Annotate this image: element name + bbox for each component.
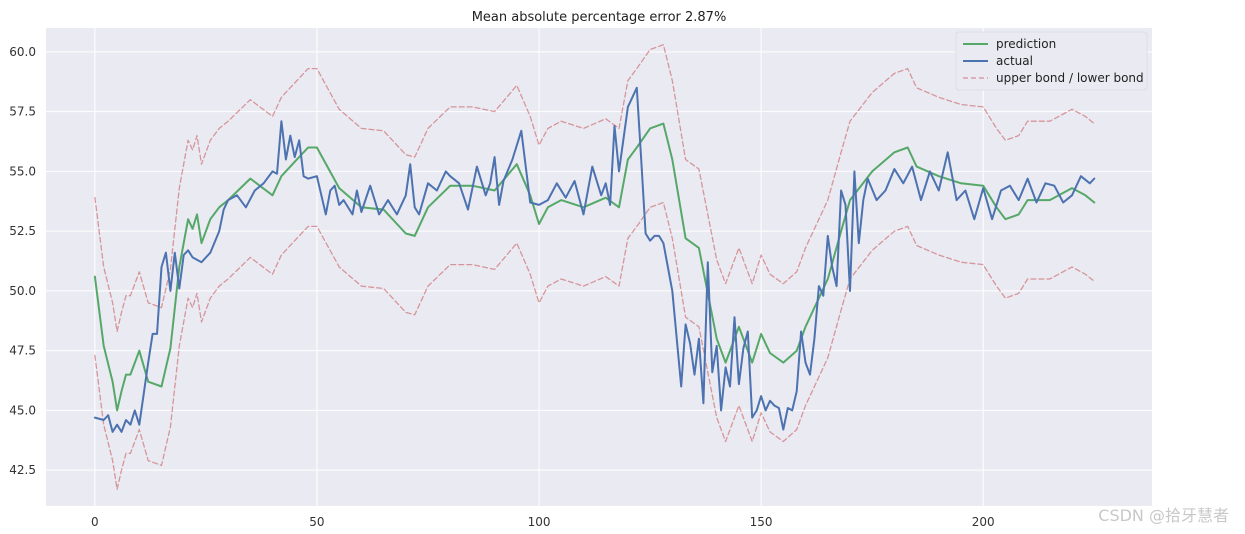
- y-tick-label-52.5: 52.5: [9, 224, 36, 238]
- x-tick-label-0: 0: [91, 515, 99, 529]
- legend-label-prediction: prediction: [996, 37, 1056, 51]
- y-tick-label-42.5: 42.5: [9, 463, 36, 477]
- x-tick-label-50: 50: [309, 515, 324, 529]
- y-tick-label-45: 45.0: [9, 403, 36, 417]
- series-line-3: [94, 201, 1095, 490]
- watermark: CSDN @拾牙慧者: [1098, 506, 1229, 525]
- legend-label-bounds: upper bond / lower bond: [996, 71, 1144, 85]
- y-tick-label-55: 55.0: [9, 164, 36, 178]
- legend-box: [955, 31, 1148, 91]
- legend-label-actual: actual: [996, 54, 1033, 68]
- series-line-0: [93, 122, 1096, 412]
- y-tick-label-50: 50.0: [9, 284, 36, 298]
- x-tick-label-200: 200: [972, 515, 995, 529]
- series-line-1: [93, 86, 1096, 433]
- y-tick-label-60: 60.0: [9, 45, 36, 59]
- series-line-2: [94, 44, 1095, 333]
- x-axis: 0 50 100 150 200: [91, 515, 995, 529]
- y-tick-label-47.5: 47.5: [9, 344, 36, 358]
- chart-title: Mean absolute percentage error 2.87%: [472, 10, 727, 25]
- x-tick-label-150: 150: [750, 515, 773, 529]
- x-tick-label-100: 100: [528, 515, 551, 529]
- series-layer: [93, 44, 1096, 490]
- y-axis: 42.5 45.0 47.5 50.0 52.5 55.0 57.5 60.0: [9, 45, 36, 477]
- legend: prediction actual upper bond / lower bon…: [955, 31, 1148, 91]
- plot-area: [46, 28, 1152, 506]
- y-tick-label-57.5: 57.5: [9, 105, 36, 119]
